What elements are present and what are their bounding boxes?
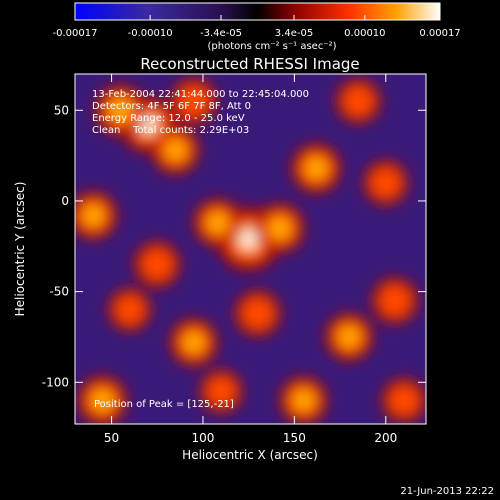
y-axis-label: Heliocentric Y (arcsec): [13, 182, 27, 317]
blob-core-1: [269, 217, 291, 239]
x-tick-label-2: 150: [283, 431, 306, 445]
colorbar-ticks: -0.00017 -0.00010 -3.4e-05 3.4e-05 0.00010 0.…: [53, 15, 461, 39]
colorbar-tick-label-2: -3.4e-05: [200, 28, 242, 39]
blob-mid-20: [177, 84, 211, 118]
blob-mid-13: [370, 167, 402, 199]
colorbar-tick-label-1: -0.00010: [128, 28, 173, 39]
annotation-detectors: Detectors: 4F 5F 6F 7F 8F, Att 0: [92, 101, 251, 112]
colorbar: [75, 3, 440, 20]
y-tick-label-2: -50: [49, 285, 69, 299]
x-tick-label-0: 50: [104, 431, 119, 445]
blob-mid-10: [241, 297, 275, 330]
annotation-time: 13-Feb-2004 22:41:44.000 to 22:45:04.000: [92, 89, 309, 100]
peak-position-label: Position of Peak = [125,-21]: [94, 399, 234, 410]
colorbar-tick-label-4: 0.00010: [344, 28, 385, 39]
blob-mid-12: [378, 284, 412, 317]
blob-core-9: [183, 332, 204, 353]
blob-mid-18: [114, 294, 145, 325]
emission-blobs: [75, 78, 426, 424]
x-axis-label: Heliocentric X (arcsec): [182, 448, 318, 462]
y-tick-label-0: 50: [54, 103, 69, 117]
plot-frame: [74, 73, 427, 425]
y-tick-label-3: -100: [42, 375, 69, 389]
footer-date: 21-Jun-2013 22:22: [400, 486, 494, 497]
annotation-energy: Energy Range: 12.0 - 25.0 keV: [92, 113, 245, 124]
blob-mid-19: [206, 376, 237, 407]
blob-core-4: [109, 99, 132, 122]
blob-peak-3: [141, 117, 156, 132]
x-tick-label-3: 200: [374, 431, 397, 445]
x-tick-label-1: 100: [192, 431, 215, 445]
colorbar-tick-label-3: 3.4e-05: [275, 28, 313, 39]
chart-title: Reconstructed RHESSI Image: [140, 55, 359, 73]
annotation-counts: Clean Total counts: 2.29E+03: [92, 125, 249, 136]
axis-ticks: 50 100 150 200 50 0 -50 -100: [42, 74, 426, 445]
blob-mid-16: [141, 248, 174, 281]
colorbar-tick-label-5: 0.00017: [419, 28, 460, 39]
blob-core-2: [207, 212, 228, 233]
blob-core-5: [165, 140, 186, 161]
blob-core-6: [305, 157, 327, 179]
blob-core-7: [83, 205, 104, 226]
blob-core-14: [293, 390, 314, 411]
colorbar-frame: [74, 2, 441, 21]
blob-mid-15: [388, 384, 420, 417]
blob-peak-0: [240, 231, 257, 248]
y-tick-label-1: 0: [61, 194, 69, 208]
blob-core-8: [92, 390, 113, 411]
blob-mid-17: [342, 85, 375, 117]
image-plot-area: [75, 74, 426, 424]
blob-core-11: [339, 326, 360, 348]
colorbar-units: (photons cm⁻² s⁻¹ asec⁻²): [207, 41, 336, 52]
colorbar-tick-label-0: -0.00017: [53, 28, 98, 39]
